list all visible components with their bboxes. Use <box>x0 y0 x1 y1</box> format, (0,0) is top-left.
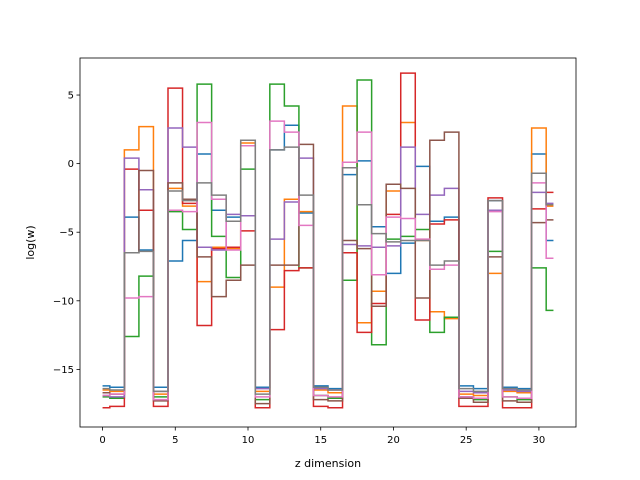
series-layer <box>102 72 554 409</box>
y-tick-label: 5 <box>68 91 74 102</box>
series-line-4 <box>102 72 554 409</box>
series-line-6 <box>102 131 554 405</box>
x-tick-label: 5 <box>172 435 178 446</box>
y-tick-label: −15 <box>53 365 74 376</box>
x-tick-label: 0 <box>99 435 105 446</box>
x-tick-label: 10 <box>242 435 255 446</box>
x-tick-label: 25 <box>460 435 473 446</box>
y-tick-label: −10 <box>53 296 74 307</box>
x-axis-label: z dimension <box>295 457 361 470</box>
series-line-2 <box>102 105 554 397</box>
y-axis: −15 −10 −5 0 5 <box>53 91 80 376</box>
x-axis: 0 5 10 15 20 25 30 <box>99 427 545 446</box>
y-axis-label: log(w) <box>24 225 37 259</box>
x-tick-label: 15 <box>314 435 327 446</box>
x-tick-label: 30 <box>533 435 546 446</box>
x-tick-label: 20 <box>387 435 400 446</box>
plot-frame <box>79 57 577 428</box>
y-tick-label: 0 <box>68 159 74 170</box>
series-line-7 <box>102 120 554 401</box>
series-line-8 <box>102 139 554 395</box>
y-tick-label: −5 <box>59 228 74 239</box>
